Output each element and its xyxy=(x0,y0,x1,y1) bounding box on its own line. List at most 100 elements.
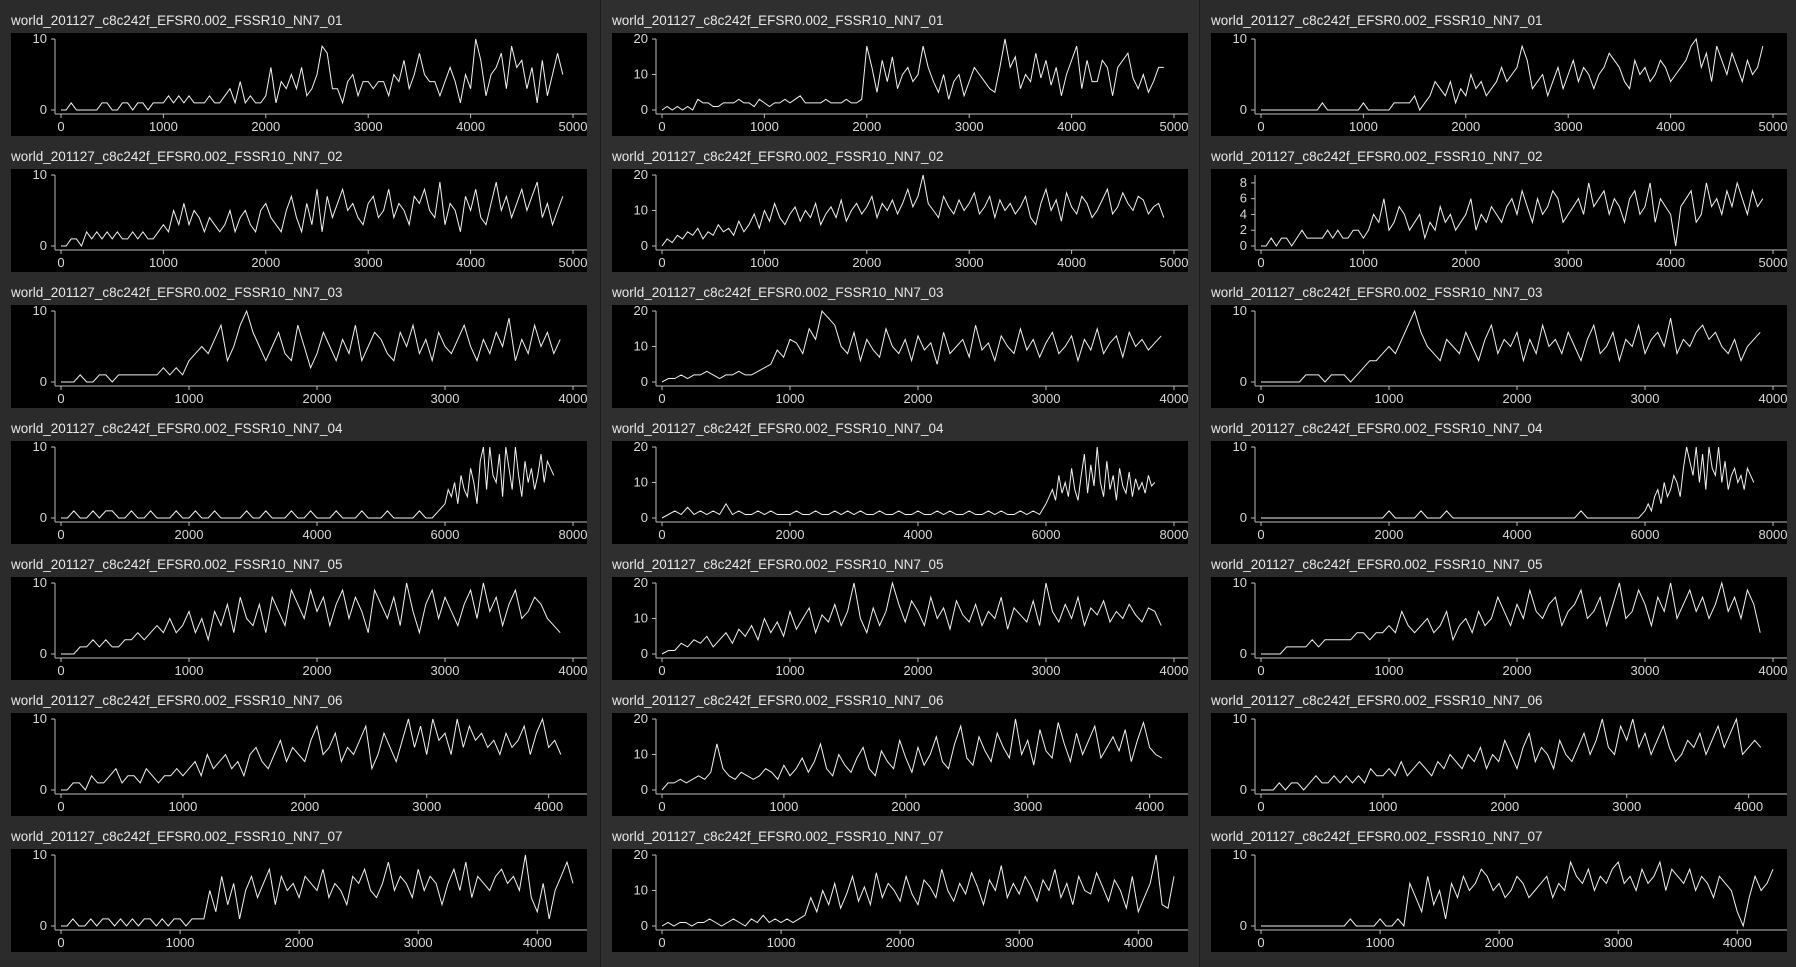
chart-column: world_201127_c8c242f_EFSR0.002_FSSR10_NN… xyxy=(0,0,600,967)
series-line xyxy=(661,38,1164,111)
x-tick-label: 2000 xyxy=(1451,119,1480,134)
chart-column: world_201127_c8c242f_EFSR0.002_FSSR10_NN… xyxy=(1200,0,1796,967)
x-tick-label: 1000 xyxy=(750,255,779,270)
line-chart: 0 10 0 2000 4000 6000 8000 xyxy=(1233,441,1787,542)
x-tick-label: 1000 xyxy=(767,935,796,950)
x-tick-label: 2000 xyxy=(852,255,881,270)
y-tick-label: 10 xyxy=(1233,849,1247,862)
line-chart: 0 10 0 1000 2000 3000 4000 xyxy=(1233,849,1787,950)
series-line xyxy=(61,582,561,655)
x-tick-label: 3000 xyxy=(431,663,460,678)
line-chart: 0 10 0 1000 2000 3000 4000 xyxy=(33,849,587,950)
y-tick-label: 0 xyxy=(40,374,47,389)
series-line xyxy=(661,446,1156,519)
x-tick-label: 3000 xyxy=(354,255,383,270)
x-tick-label: 4000 xyxy=(904,527,933,542)
line-chart: 0 10 20 0 1000 2000 3000 4000 xyxy=(634,577,1188,678)
y-tick-label: 0 xyxy=(40,918,47,933)
x-tick-label: 2000 xyxy=(1451,255,1480,270)
x-tick-label: 4000 xyxy=(456,119,485,134)
x-tick-label: 1000 xyxy=(1375,391,1404,406)
x-tick-label: 1000 xyxy=(1368,799,1397,814)
x-tick-label: 3000 xyxy=(1032,391,1061,406)
line-chart: 0 10 0 1000 2000 3000 4000 xyxy=(33,713,587,814)
y-tick-label: 0 xyxy=(1240,918,1247,933)
x-tick-label: 5000 xyxy=(1759,255,1787,270)
chart-column: world_201127_c8c242f_EFSR0.002_FSSR10_NN… xyxy=(600,0,1200,967)
x-tick-label: 2000 xyxy=(1503,663,1532,678)
y-tick-label: 10 xyxy=(1233,713,1247,726)
x-tick-label: 0 xyxy=(57,527,64,542)
x-tick-label: 1000 xyxy=(776,663,805,678)
plot-area: 0 10 20 0 1000 2000 3000 4000 xyxy=(612,577,1188,680)
chart-title: world_201127_c8c242f_EFSR0.002_FSSR10_NN… xyxy=(11,285,343,300)
x-tick-label: 2000 xyxy=(175,527,204,542)
plot-area: 0 10 0 1000 2000 3000 4000 xyxy=(11,713,587,816)
plot-area: 0 10 20 0 1000 2000 3000 4000 xyxy=(612,305,1188,408)
chart-panel: world_201127_c8c242f_EFSR0.002_FSSR10_NN… xyxy=(601,688,1199,824)
y-tick-label: 10 xyxy=(33,849,47,862)
x-tick-label: 3000 xyxy=(1032,663,1061,678)
x-tick-label: 2000 xyxy=(852,119,881,134)
x-tick-label: 1000 xyxy=(1366,935,1395,950)
x-tick-label: 0 xyxy=(658,935,665,950)
x-tick-label: 5000 xyxy=(559,119,587,134)
series-line xyxy=(61,309,561,383)
x-tick-label: 1000 xyxy=(168,799,197,814)
series-line xyxy=(61,446,555,519)
chart-panel: world_201127_c8c242f_EFSR0.002_FSSR10_NN… xyxy=(0,416,600,552)
y-tick-label: 10 xyxy=(634,203,648,218)
y-tick-label: 0 xyxy=(641,102,648,117)
x-tick-label: 0 xyxy=(658,799,665,814)
x-tick-label: 0 xyxy=(658,527,665,542)
y-tick-label: 10 xyxy=(634,339,648,354)
x-tick-label: 2000 xyxy=(290,799,319,814)
line-chart: 0 10 20 0 1000 2000 3000 4000 5000 xyxy=(634,33,1188,134)
y-tick-label: 0 xyxy=(1240,374,1247,389)
chart-panel: world_201127_c8c242f_EFSR0.002_FSSR10_NN… xyxy=(1200,552,1796,688)
chart-panel: world_201127_c8c242f_EFSR0.002_FSSR10_NN… xyxy=(0,280,600,416)
chart-title: world_201127_c8c242f_EFSR0.002_FSSR10_NN… xyxy=(612,557,944,572)
y-tick-label: 0 xyxy=(40,646,47,661)
series-line xyxy=(661,174,1165,247)
line-chart: 0 10 0 1000 2000 3000 4000 xyxy=(1233,713,1787,814)
y-tick-label: 2 xyxy=(1240,222,1247,237)
x-tick-label: 5000 xyxy=(1160,255,1188,270)
x-tick-label: 3000 xyxy=(955,119,984,134)
series-line xyxy=(661,854,1175,927)
chart-panel: world_201127_c8c242f_EFSR0.002_FSSR10_NN… xyxy=(0,144,600,280)
x-tick-label: 2000 xyxy=(776,527,805,542)
plot-area: 0 10 20 0 1000 2000 3000 4000 xyxy=(612,849,1188,952)
plot-area: 0 10 20 0 2000 4000 6000 8000 xyxy=(612,441,1188,544)
y-tick-label: 10 xyxy=(1233,305,1247,318)
series-line xyxy=(1261,37,1764,112)
y-tick-label: 10 xyxy=(33,33,47,46)
y-tick-label: 0 xyxy=(40,102,47,117)
x-tick-label: 2000 xyxy=(904,663,933,678)
chart-panel: world_201127_c8c242f_EFSR0.002_FSSR10_NN… xyxy=(0,552,600,688)
x-tick-label: 8000 xyxy=(1759,527,1787,542)
y-tick-label: 0 xyxy=(40,782,47,797)
x-tick-label: 3000 xyxy=(1554,255,1583,270)
y-tick-label: 0 xyxy=(40,510,47,525)
y-tick-label: 10 xyxy=(1233,33,1247,46)
chart-panel: world_201127_c8c242f_EFSR0.002_FSSR10_NN… xyxy=(0,824,600,960)
chart-title: world_201127_c8c242f_EFSR0.002_FSSR10_NN… xyxy=(612,693,944,708)
y-tick-label: 10 xyxy=(634,611,648,626)
x-tick-label: 4000 xyxy=(1160,391,1188,406)
x-tick-label: 0 xyxy=(658,255,665,270)
x-tick-label: 0 xyxy=(1257,799,1264,814)
x-tick-label: 4000 xyxy=(523,935,552,950)
y-tick-label: 10 xyxy=(634,475,648,490)
chart-panel: world_201127_c8c242f_EFSR0.002_FSSR10_NN… xyxy=(601,552,1199,688)
line-chart: 0 10 0 1000 2000 3000 4000 5000 xyxy=(1233,33,1787,134)
series-line xyxy=(1261,309,1761,383)
line-chart: 0 10 0 2000 4000 6000 8000 xyxy=(33,441,587,542)
series-line xyxy=(1261,860,1774,928)
x-tick-label: 0 xyxy=(658,119,665,134)
x-tick-label: 4000 xyxy=(1124,935,1153,950)
series-line xyxy=(661,309,1162,383)
line-chart: 0 10 20 0 2000 4000 6000 8000 xyxy=(634,441,1188,542)
y-tick-label: 0 xyxy=(1240,646,1247,661)
y-tick-label: 10 xyxy=(1233,441,1247,454)
